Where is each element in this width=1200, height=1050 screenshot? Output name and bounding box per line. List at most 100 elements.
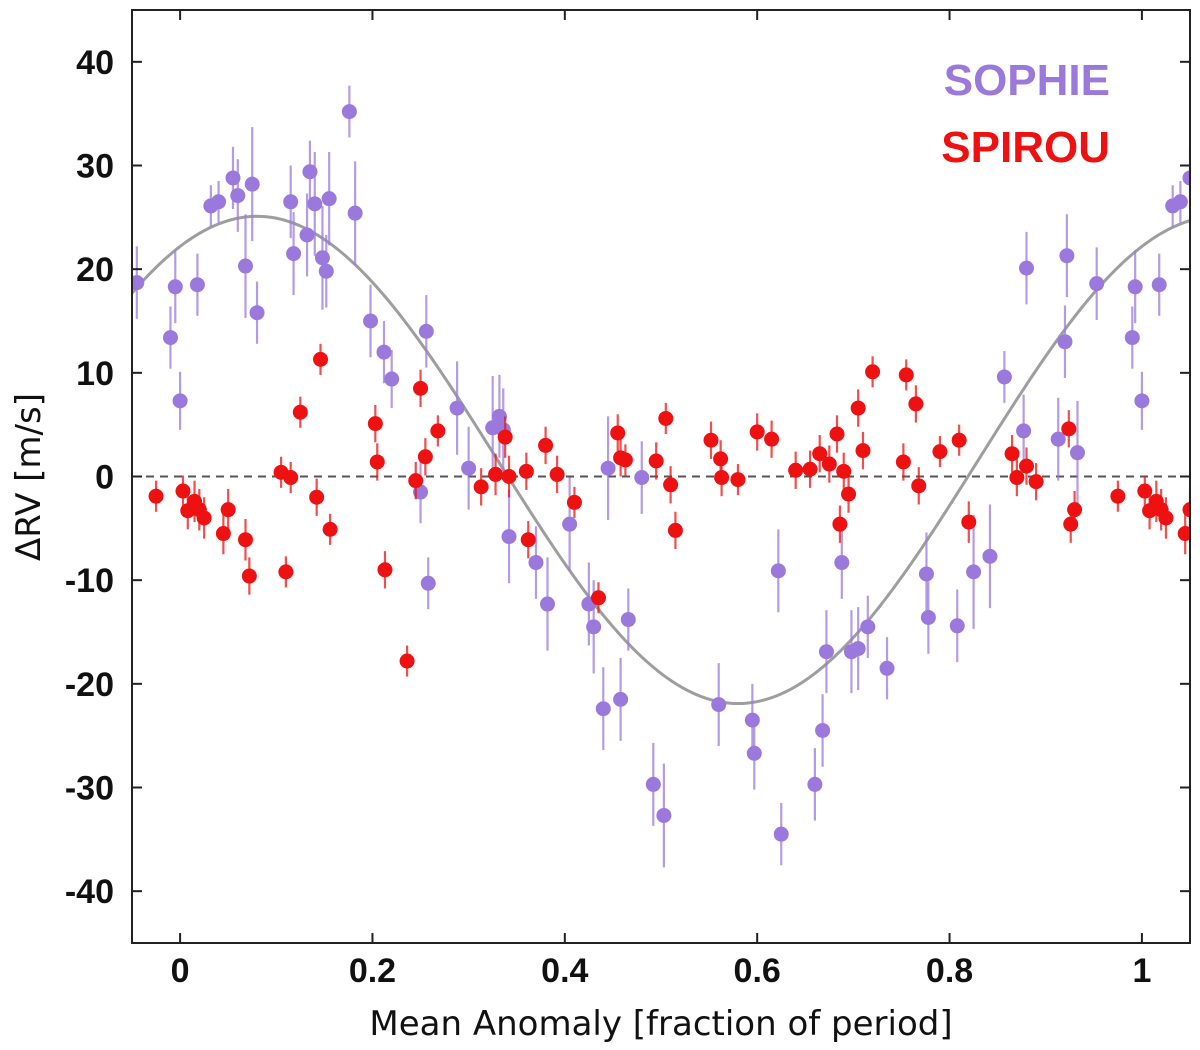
data-point xyxy=(408,473,424,489)
x-tick-label: 0.2 xyxy=(349,952,396,990)
data-point xyxy=(895,454,911,470)
legend-label-spirou: SPIROU xyxy=(941,123,1110,172)
data-point xyxy=(376,344,392,360)
data-point xyxy=(249,305,265,321)
data-point xyxy=(1182,170,1190,186)
data-point xyxy=(538,437,554,453)
data-series-group xyxy=(132,85,1190,868)
data-point xyxy=(318,263,334,279)
data-point xyxy=(1061,421,1077,437)
data-point xyxy=(711,697,727,713)
data-point xyxy=(299,227,315,243)
x-tick-label: 0 xyxy=(171,952,190,990)
data-point xyxy=(714,470,730,486)
data-point xyxy=(399,653,415,669)
series-sophie xyxy=(132,85,1190,868)
data-point xyxy=(549,466,565,482)
data-point xyxy=(162,330,178,346)
data-point xyxy=(314,250,330,266)
data-point xyxy=(1151,277,1167,293)
data-point xyxy=(966,564,982,580)
data-point xyxy=(367,416,383,432)
data-point xyxy=(834,555,850,571)
data-point xyxy=(908,396,924,412)
x-tick-label: 0.4 xyxy=(541,952,588,990)
data-point xyxy=(1067,502,1083,518)
data-point xyxy=(148,488,164,504)
data-point xyxy=(850,400,866,416)
data-point xyxy=(829,426,845,442)
data-point xyxy=(313,351,329,367)
y-tick-label: 10 xyxy=(76,355,114,393)
data-point xyxy=(244,176,260,192)
data-point xyxy=(230,188,246,204)
data-point xyxy=(1009,470,1025,486)
y-tick-label: -10 xyxy=(65,562,114,600)
data-point xyxy=(770,563,786,579)
data-point xyxy=(667,522,683,538)
data-point xyxy=(1018,458,1034,474)
data-point xyxy=(1110,488,1126,504)
data-point xyxy=(1182,502,1190,518)
data-point xyxy=(449,400,465,416)
data-point xyxy=(417,449,433,465)
y-tick-label: -40 xyxy=(65,873,114,911)
data-point xyxy=(562,516,578,532)
data-point xyxy=(918,566,934,582)
data-point xyxy=(841,486,857,502)
data-point xyxy=(595,701,611,717)
data-point xyxy=(307,196,323,212)
data-point xyxy=(703,432,719,448)
data-point xyxy=(237,258,253,274)
data-point xyxy=(807,776,823,792)
data-point xyxy=(196,510,212,526)
x-tick-label: 1 xyxy=(1132,952,1151,990)
data-point xyxy=(932,444,948,460)
data-point xyxy=(1172,194,1188,210)
data-point xyxy=(420,575,436,591)
data-point xyxy=(1158,510,1174,526)
data-point xyxy=(1050,431,1066,447)
data-point xyxy=(241,568,257,584)
data-point xyxy=(363,313,379,329)
data-point xyxy=(501,469,517,484)
data-point xyxy=(773,826,789,842)
data-point xyxy=(920,609,936,625)
data-point xyxy=(286,246,302,262)
data-point xyxy=(600,460,616,476)
data-point xyxy=(836,463,852,479)
data-point xyxy=(369,454,385,470)
data-point xyxy=(749,424,765,440)
data-point xyxy=(802,461,818,477)
data-point xyxy=(656,807,672,823)
data-point xyxy=(473,479,489,495)
data-point xyxy=(951,432,967,448)
data-point xyxy=(586,619,602,635)
data-point xyxy=(497,429,513,445)
data-point xyxy=(1177,526,1190,542)
data-point xyxy=(1063,516,1079,532)
data-point xyxy=(610,425,626,441)
data-point xyxy=(746,745,762,761)
data-point xyxy=(744,712,760,728)
data-point xyxy=(384,371,400,387)
data-point xyxy=(309,489,325,505)
data-point xyxy=(1089,276,1105,292)
data-point xyxy=(347,205,363,221)
y-tick-label: -20 xyxy=(65,666,114,704)
data-point xyxy=(788,462,804,478)
data-point xyxy=(949,618,965,634)
data-point xyxy=(613,691,629,707)
data-point xyxy=(430,423,446,439)
data-point xyxy=(341,104,357,120)
legend: SOPHIE SPIROU xyxy=(941,56,1110,172)
data-point xyxy=(520,532,536,548)
data-point xyxy=(1124,330,1140,346)
data-point xyxy=(321,191,337,207)
data-point xyxy=(377,562,393,578)
data-point xyxy=(1057,334,1073,350)
data-point xyxy=(648,453,664,469)
data-point xyxy=(961,514,977,530)
x-tick-label: 0.8 xyxy=(926,952,973,990)
data-point xyxy=(850,641,866,657)
